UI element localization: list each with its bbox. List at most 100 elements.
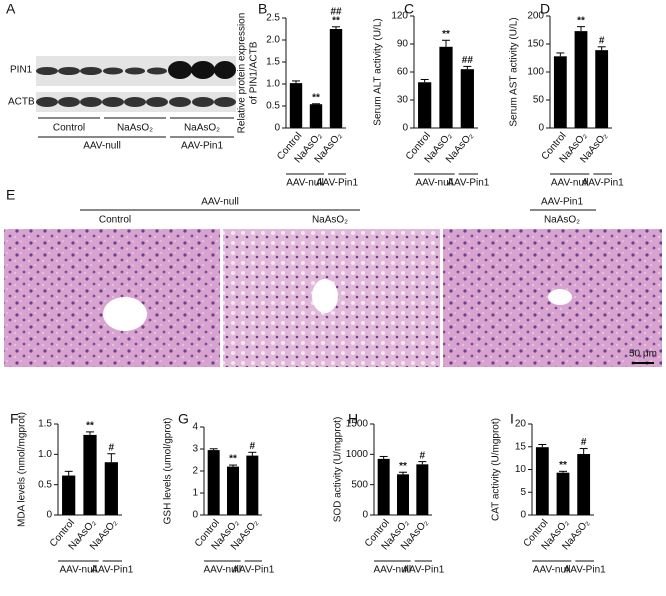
bar [577,454,591,515]
y-axis-label: GSH levels (umol/gprot) [163,418,174,525]
panel-label: A [6,1,16,17]
bar [329,29,343,128]
bar [418,82,432,128]
y-tick-label: 10 [515,464,527,475]
vessel [548,289,572,305]
significance-label: ** [86,421,94,432]
y-tick-label: 0.5 [38,479,52,490]
blot-bands [36,61,236,107]
significance-label: ** [559,460,567,471]
lane-label: NaAsO₂ [117,123,153,134]
y-tick-label: 100 [527,67,544,78]
bar [397,474,409,515]
y-tick-label: 50 [533,95,545,106]
bar [309,104,323,128]
significance-label: ## [330,6,342,17]
lane-label: NaAsO₂ [544,215,580,226]
significance-label: ** [577,15,585,26]
y-tick-label: 200 [527,11,544,22]
bar [104,462,118,515]
group-label: AAV-null [374,565,412,576]
vessel [312,279,338,313]
group-label: AAV-Pin1 [181,141,223,152]
group-label: AAV-Pin1 [564,565,606,576]
significance-label: # [581,437,587,448]
y-tick-label: 0 [520,510,526,521]
y-tick-label: 0.5 [266,101,280,112]
group-label: AAV-Pin1 [316,178,358,189]
y-tick-label: 1500 [346,419,369,430]
group-label: AAV-null [83,141,121,152]
group-label: AAV-Pin1 [91,565,133,576]
y-tick-label: 0 [362,510,368,521]
bar [377,458,390,515]
bar [574,31,588,128]
y-tick-label: 90 [397,39,409,50]
bar [439,46,453,128]
y-axis-label: of PIN1/ACTB [249,41,260,104]
panel-label: H [348,411,358,427]
bar [595,50,609,128]
y-axis-label: SOD activity (U/mgprot) [333,417,344,523]
significance-label: ** [442,29,450,40]
lane-label: Control [53,123,85,134]
y-tick-label: 0 [538,123,544,134]
y-tick-label: 2 [192,466,198,477]
group-label: AAV-Pin1 [582,178,624,189]
blot-brackets [38,117,234,138]
significance-label: # [109,442,115,453]
bar-chart: B 0 0.5 1.0 1.5 2.0 2.5 Relative protein expres… [237,1,359,189]
lane-label: NaAsO₂ [312,215,348,226]
panel-a: A PIN1 ACTB Control NaAsO₂ NaAsO₂ AAV-nu… [6,1,236,152]
lane-label: Control [99,215,131,226]
y-tick-label: 1 [192,488,198,499]
y-axis-label: MDA levels (nmol/mgprot) [17,412,28,527]
bar [83,434,97,515]
y-axis-label: CAT activity (U/mgprot) [491,418,502,521]
y-axis-label: Serum ALT activity (U/L) [373,18,384,125]
y-tick-label: 4 [192,422,198,433]
y-tick-label: 1000 [346,449,369,460]
y-tick-label: 150 [527,39,544,50]
significance-label: ## [462,55,474,66]
group-label: AAV-Pin1 [447,178,489,189]
group-label: AAV-Pin1 [541,197,583,208]
panel-label: I [510,411,514,427]
bar [227,466,239,515]
y-axis-label: Serum AST activity (U/L) [509,17,520,126]
group-label: AAV-null [533,565,571,576]
significance-label: ** [332,15,340,26]
y-tick-label: 20 [515,419,527,430]
lane-label: NaAsO₂ [184,123,220,134]
group-label: AAV-Pin1 [402,565,444,576]
y-tick-label: 1.0 [38,449,52,460]
histology-image [4,229,220,367]
bar [62,475,76,515]
panel-e: E AAV-null Control NaAsO₂ AAV-Pin1 NaAsO… [4,187,662,367]
y-tick-label: 1.5 [266,57,280,68]
y-tick-label: 5 [520,487,526,498]
y-tick-label: 0 [402,123,408,134]
bar [207,450,220,515]
y-axis-label: Relative protein expression [237,13,248,134]
panel-label: B [258,1,267,17]
significance-label: ** [312,92,320,103]
significance-label: # [599,35,605,46]
significance-label: ** [229,454,237,465]
group-label: AAV-null [416,178,454,189]
y-tick-label: 2.0 [266,35,280,46]
y-tick-label: 2.5 [266,13,280,24]
y-tick-label: 0 [192,510,198,521]
y-tick-label: 30 [397,95,409,106]
bar [535,447,549,515]
bar [460,69,474,128]
y-tick-label: 0 [274,123,280,134]
group-label: AAV-null [551,178,589,189]
significance-label: ** [399,461,407,472]
y-tick-label: 0 [46,510,52,521]
